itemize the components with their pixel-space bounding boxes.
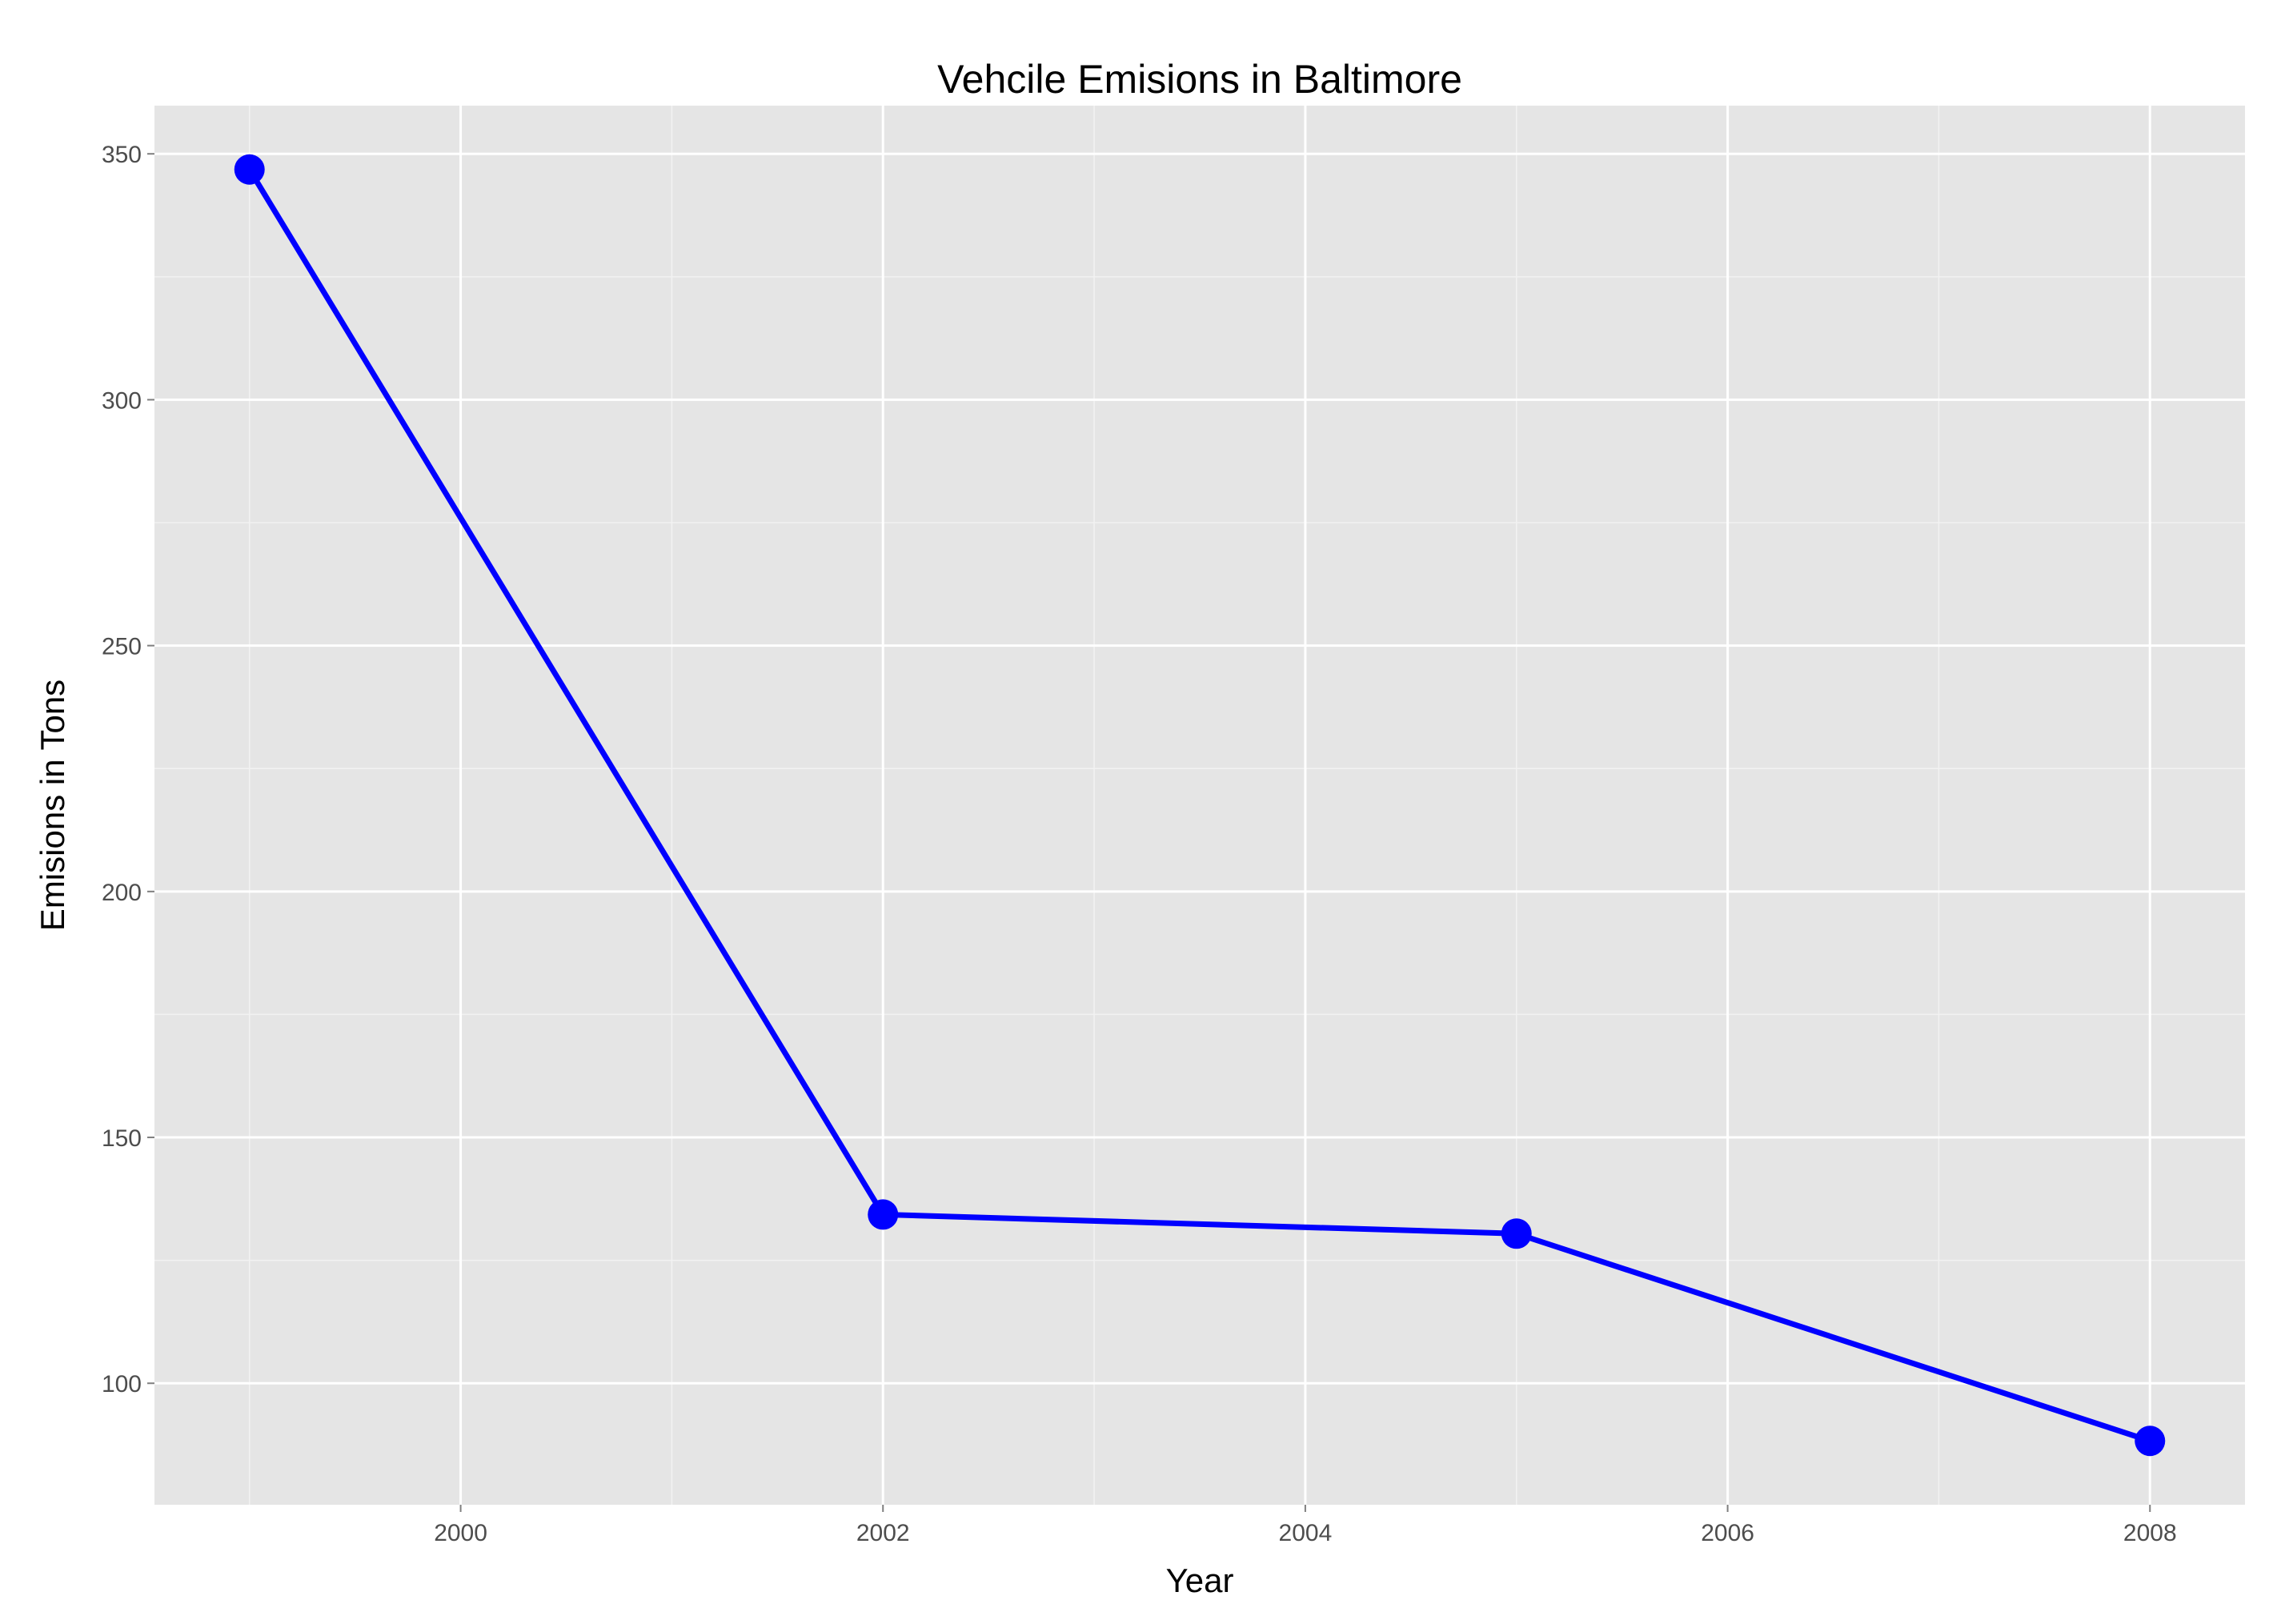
y-tick-label: 200 bbox=[102, 880, 142, 906]
x-tick-label: 2006 bbox=[1701, 1520, 1754, 1546]
x-axis-title: Year bbox=[1166, 1562, 1234, 1599]
data-point bbox=[234, 154, 265, 185]
series-line bbox=[247, 166, 2153, 1444]
y-tick-label: 100 bbox=[102, 1371, 142, 1397]
x-tick-label: 2000 bbox=[434, 1520, 487, 1546]
y-tick-label: 250 bbox=[102, 634, 142, 660]
x-tick-label: 2002 bbox=[856, 1520, 910, 1546]
series-layer bbox=[234, 154, 2166, 1457]
y-tick-label: 300 bbox=[102, 387, 142, 414]
major-gridlines bbox=[154, 106, 2245, 1505]
plot-panel bbox=[154, 106, 2245, 1505]
minor-gridlines bbox=[154, 106, 2245, 1505]
data-point bbox=[868, 1199, 899, 1230]
x-tick-label: 2008 bbox=[2123, 1520, 2177, 1546]
axis-ticks: 2000 2002 2004 2006 2008 100 150 200 250 300 350 bbox=[102, 142, 2177, 1546]
data-point bbox=[1501, 1218, 1532, 1249]
y-tick-label: 150 bbox=[102, 1125, 142, 1152]
data-point bbox=[2135, 1426, 2166, 1457]
y-tick-label: 350 bbox=[102, 142, 142, 168]
y-axis-title: Emisions in Tons bbox=[34, 680, 71, 931]
chart-title: Vehcile Emisions in Baltimore bbox=[937, 57, 1462, 102]
x-tick-label: 2004 bbox=[1279, 1520, 1333, 1546]
